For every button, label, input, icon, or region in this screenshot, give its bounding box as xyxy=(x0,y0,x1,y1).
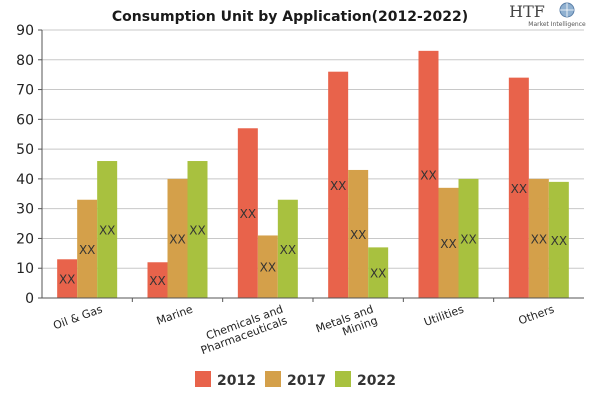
data-label: XX xyxy=(370,267,386,281)
htf-logo: HTF Market Intelligence xyxy=(509,2,586,28)
globe-lines-icon xyxy=(560,3,574,17)
y-tick-label: 30 xyxy=(16,202,34,218)
x-tick-label: Metals andMining xyxy=(314,303,379,347)
data-label: XX xyxy=(350,228,366,242)
bar-2022 xyxy=(368,247,389,298)
chart-title: Consumption Unit by Application(2012-202… xyxy=(112,9,468,25)
x-tick-label: Chemicals andPharmaceuticals xyxy=(195,303,289,358)
legend-label: 2017 xyxy=(287,373,326,389)
data-label: XX xyxy=(189,224,205,238)
bar-2017 xyxy=(257,235,278,298)
x-tick-label-line: Oil & Gas xyxy=(51,303,104,333)
data-label: XX xyxy=(511,182,527,196)
y-tick-label: 70 xyxy=(16,83,34,99)
data-label: XX xyxy=(79,243,95,257)
x-tick-label: Oil & Gas xyxy=(51,303,104,333)
data-label: XX xyxy=(99,224,115,238)
bar-2012 xyxy=(237,128,258,298)
x-tick-label-line: Marine xyxy=(155,303,195,328)
bar-2022 xyxy=(277,199,298,298)
bars xyxy=(57,50,569,299)
data-labels: XX XX XX XX XX XX XX XX XX XX XX XX XX XX XX XX XX XX xyxy=(59,168,567,288)
bar-2017 xyxy=(77,199,98,298)
bar-2012 xyxy=(418,50,439,298)
bar-2012 xyxy=(57,259,78,298)
bar-2022 xyxy=(458,178,479,298)
bar-2017 xyxy=(348,169,369,298)
data-label: XX xyxy=(59,273,75,287)
logo-text: HTF xyxy=(509,2,545,21)
legend-swatch-2017 xyxy=(265,371,281,387)
bar-2022 xyxy=(97,161,118,298)
data-label: XX xyxy=(260,261,276,275)
data-label: XX xyxy=(551,234,567,248)
data-label: XX xyxy=(169,232,185,246)
x-axis-ticks: Oil & Gas Marine Chemicals andPharmaceutic… xyxy=(51,298,556,357)
bar-2012 xyxy=(147,262,168,298)
data-label: XX xyxy=(460,232,476,246)
y-tick-label: 20 xyxy=(16,231,34,247)
x-tick-label: Marine xyxy=(155,303,195,328)
bar-2017 xyxy=(528,178,549,298)
legend-swatch-2012 xyxy=(195,371,211,387)
legend: 2012 2017 2022 xyxy=(195,371,396,389)
data-label: XX xyxy=(149,274,165,288)
bar-2017 xyxy=(167,178,188,298)
data-label: XX xyxy=(240,207,256,221)
bar-2012 xyxy=(508,77,529,299)
y-tick-label: 60 xyxy=(16,112,34,128)
data-label: XX xyxy=(440,237,456,251)
data-label: XX xyxy=(280,243,296,257)
legend-label: 2022 xyxy=(357,373,396,389)
y-tick-label: 10 xyxy=(16,261,34,277)
y-tick-label: 50 xyxy=(16,142,34,158)
x-tick-label-line: Utilities xyxy=(422,303,466,329)
y-tick-label: 0 xyxy=(25,291,34,307)
bar-2017 xyxy=(438,187,459,298)
y-tick-label: 90 xyxy=(16,23,34,39)
bar-2022 xyxy=(548,181,569,298)
bar-2022 xyxy=(187,161,208,298)
y-axis-ticks: 0 10 20 30 40 50 60 70 80 90 xyxy=(16,23,42,307)
y-tick-label: 80 xyxy=(16,53,34,69)
legend-swatch-2022 xyxy=(335,371,351,387)
legend-label: 2012 xyxy=(217,373,256,389)
x-tick-label: Utilities xyxy=(422,303,466,329)
bar-2012 xyxy=(328,71,349,298)
grid-lines xyxy=(42,29,584,269)
y-tick-label: 40 xyxy=(16,172,34,188)
data-label: XX xyxy=(420,168,436,182)
x-tick-label: Others xyxy=(517,303,556,328)
data-label: XX xyxy=(330,179,346,193)
data-label: XX xyxy=(531,232,547,246)
axes xyxy=(41,30,584,299)
x-tick-label-line: Others xyxy=(517,303,556,328)
logo-subtext: Market Intelligence xyxy=(528,21,586,28)
